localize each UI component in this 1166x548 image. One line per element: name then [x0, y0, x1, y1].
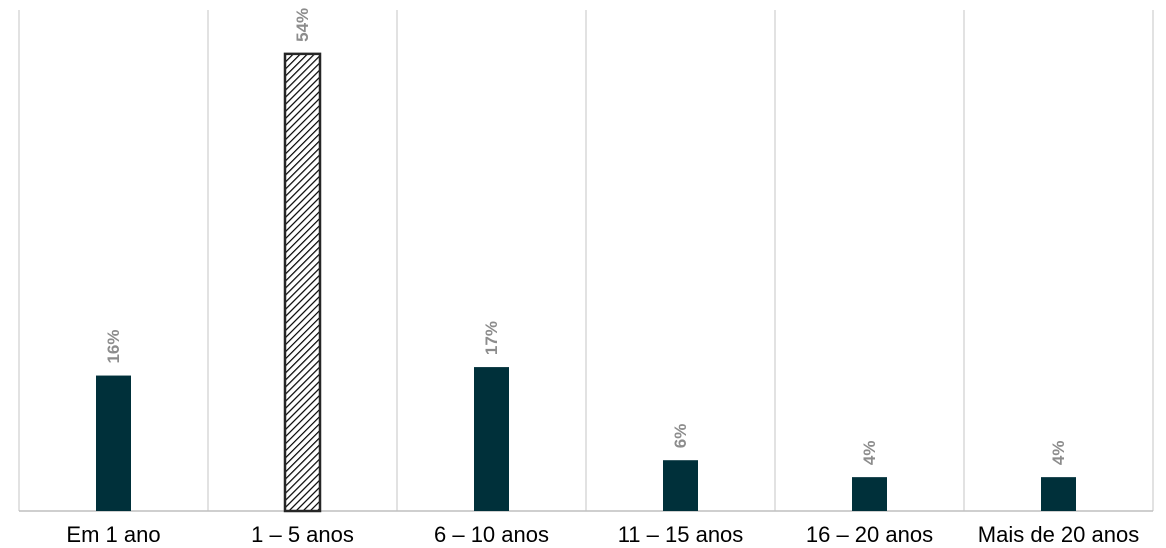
bar-4 [663, 460, 698, 511]
category-labels: Em 1 ano 1 – 5 anos 6 – 10 anos 11 – 15 ano… [66, 522, 1139, 547]
data-label-6: 4% [1049, 441, 1068, 466]
category-label-4: 11 – 15 anos [618, 522, 744, 547]
data-label-3: 17% [482, 321, 501, 355]
data-label-2: 54% [293, 8, 312, 42]
category-label-5: 16 – 20 anos [806, 522, 933, 547]
bar-5 [852, 477, 887, 511]
category-label-2: 1 – 5 anos [251, 522, 354, 547]
data-label-4: 6% [671, 424, 690, 449]
bar-1 [96, 376, 131, 511]
data-label-5: 4% [860, 441, 879, 466]
bar-6 [1041, 477, 1076, 511]
category-label-3: 6 – 10 anos [434, 522, 549, 547]
bar-2-highlighted [285, 54, 320, 511]
gridlines [19, 10, 1153, 511]
bar-3 [474, 367, 509, 511]
data-label-1: 16% [104, 330, 123, 364]
category-label-6: Mais de 20 anos [978, 522, 1139, 547]
category-label-1: Em 1 ano [66, 522, 160, 547]
